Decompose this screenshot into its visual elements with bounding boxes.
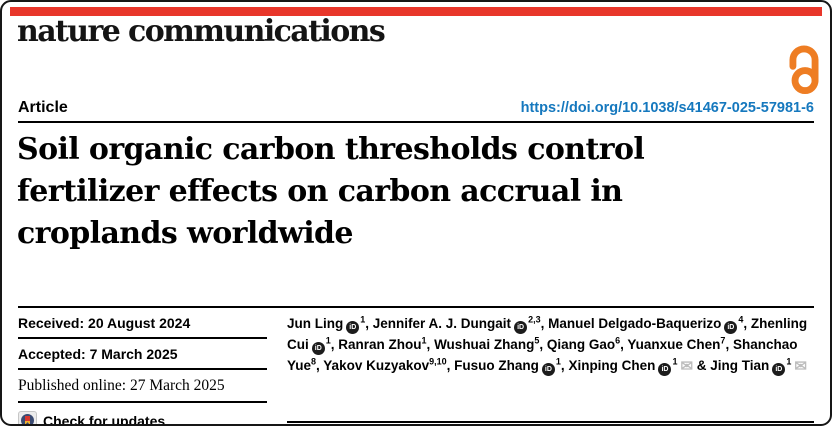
- affiliation-superscript: 1: [421, 335, 427, 346]
- article-history: Received: 20 August 2024 Accepted: 7 Mar…: [18, 308, 267, 426]
- doi-link[interactable]: https://doi.org/10.1038/s41467-025-57981…: [520, 100, 814, 116]
- orcid-icon[interactable]: iD: [514, 321, 528, 334]
- check-for-updates[interactable]: Check for updates: [18, 403, 267, 426]
- author: Xinping Chen iD1 ✉: [568, 356, 694, 376]
- check-for-updates-label: Check for updates: [43, 412, 166, 426]
- author: Ranran Zhou1: [338, 335, 427, 352]
- affiliation-superscript: 8: [311, 356, 317, 367]
- author: Wushuai Zhang5: [434, 335, 540, 352]
- author: Qiang Gao6: [546, 335, 621, 352]
- author-list: Jun Ling iD1, Jennifer A. J. Dungait iD2,3…: [287, 314, 808, 376]
- published-date: Published online: 27 March 2025: [18, 370, 267, 403]
- author: Yuanxue Chen7: [627, 335, 726, 352]
- orcid-icon[interactable]: iD: [311, 342, 325, 355]
- author: Jing Tian iD1 ✉: [710, 356, 807, 376]
- author: Zhenling Cui iD1: [287, 316, 807, 355]
- accepted-date: Accepted: 7 March 2025: [18, 339, 267, 370]
- orcid-icon[interactable]: iD: [346, 321, 360, 334]
- affiliation-superscript: 1: [672, 356, 678, 367]
- author: Manuel Delgado-Baquerizo iD4: [548, 314, 744, 334]
- metadata-divider: [18, 306, 814, 308]
- article-type-label: Article: [18, 99, 68, 116]
- orcid-icon[interactable]: iD: [724, 321, 738, 334]
- author: Jennifer A. J. Dungait iD2,3: [373, 314, 541, 334]
- affiliation-superscript: 6: [615, 335, 621, 346]
- orcid-icon[interactable]: iD: [772, 363, 786, 376]
- affiliation-superscript: 1: [786, 356, 792, 367]
- affiliation-superscript: 7: [720, 335, 726, 346]
- paper-title: Soil organic carbon thresholds control f…: [17, 132, 645, 251]
- author: Yakov Kuzyakov9,10: [323, 356, 447, 373]
- author-divider: [287, 421, 814, 423]
- journal-accent-bar: [10, 7, 822, 16]
- open-access-icon: [785, 44, 823, 96]
- orcid-icon[interactable]: iD: [658, 363, 672, 376]
- header-divider: [18, 121, 814, 123]
- affiliation-superscript: 1: [360, 314, 366, 325]
- journal-name: nature communications: [17, 14, 386, 49]
- affiliation-superscript: 4: [738, 314, 744, 325]
- affiliation-superscript: 9,10: [429, 356, 447, 367]
- author: Jun Ling iD1: [287, 314, 366, 334]
- author: Shanchao Yue8: [287, 337, 798, 373]
- orcid-icon[interactable]: iD: [541, 363, 555, 376]
- author: Fusuo Zhang iD1: [454, 356, 561, 376]
- affiliation-superscript: 1: [555, 356, 561, 367]
- affiliation-superscript: 5: [534, 335, 540, 346]
- crossmark-icon[interactable]: [18, 411, 37, 424]
- received-date: Received: 20 August 2024: [18, 308, 267, 339]
- affiliation-superscript: 1: [325, 335, 331, 346]
- affiliation-superscript: 2,3: [528, 314, 541, 325]
